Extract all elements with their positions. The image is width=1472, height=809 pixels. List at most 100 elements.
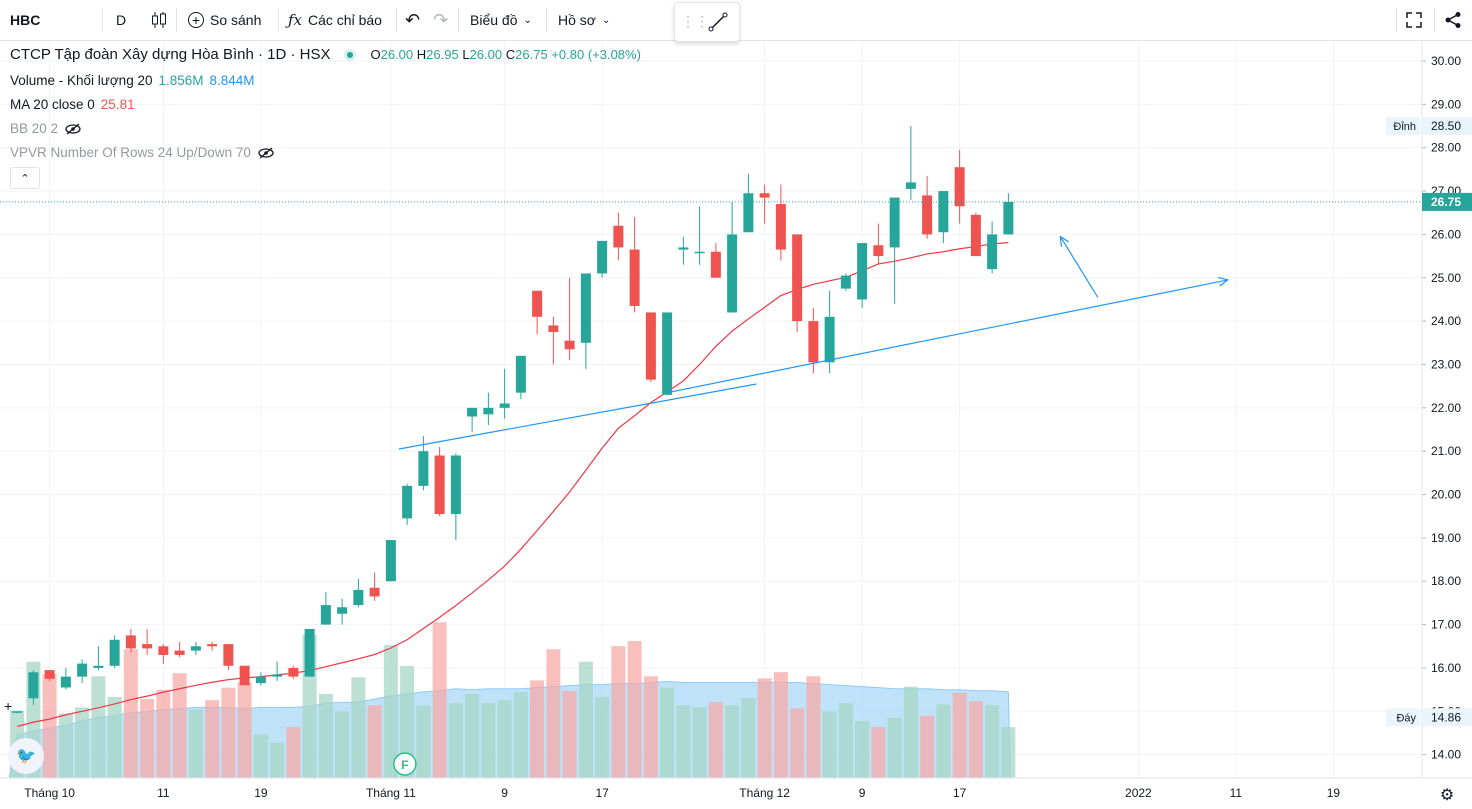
drag-handle-icon[interactable]: ⋮⋮ [681, 13, 709, 29]
volume-bar [741, 698, 756, 778]
interval-button[interactable]: D [116, 12, 127, 28]
price-tick-label: 29.00 [1431, 97, 1461, 111]
volume-bar [432, 622, 447, 778]
chevron-down-icon: ⌄ [601, 14, 611, 26]
price-tick-label: 18.00 [1431, 574, 1461, 588]
candle-body [694, 251, 705, 254]
event-marker-label: F [401, 758, 408, 772]
eye-hidden-icon[interactable] [64, 123, 82, 135]
candle-body [727, 234, 738, 313]
candle-body [255, 676, 266, 684]
share-icon[interactable] [1444, 0, 1462, 40]
vpvr-legend-row[interactable]: VPVR Number Of Rows 24 Up/Down 70 [10, 145, 275, 160]
candle-body [207, 644, 218, 647]
brand-logo-icon[interactable]: 🐦 [8, 738, 44, 774]
candle-body [320, 605, 331, 625]
volume-bar [448, 703, 463, 778]
toolbar-divider [546, 8, 547, 32]
price-tick-label: 28.00 [1431, 141, 1461, 155]
close-value: 26.75 [515, 47, 548, 62]
candle-body [743, 193, 754, 233]
volume-bar [237, 682, 252, 778]
candle-body [613, 225, 624, 248]
volume-bar [530, 680, 545, 778]
volume-bar [692, 707, 707, 778]
fullscreen-icon[interactable] [1405, 0, 1423, 40]
share-nodes-icon [1445, 12, 1461, 28]
volume-bar [643, 676, 658, 778]
change-value: +0.80 (+3.08%) [551, 47, 641, 62]
price-axis[interactable]: 30.0029.0028.0027.0026.0025.0024.0023.00… [1386, 41, 1472, 778]
volume-bar [757, 678, 772, 778]
candle-body [840, 275, 851, 289]
price-tick-label: 30.00 [1431, 54, 1461, 68]
chart-type-button[interactable]: Biểu đồ ⌄ [470, 0, 532, 40]
symbol-title[interactable]: CTCP Tập đoàn Xây dựng Hòa Bình · 1D · H… [10, 46, 331, 63]
price-tick-label: 14.00 [1431, 748, 1461, 762]
volume-bar [286, 727, 301, 778]
volume-bar [887, 717, 902, 778]
profile-button[interactable]: Hồ sơ ⌄ [558, 0, 610, 40]
candle-body [44, 670, 55, 679]
ma-legend-row[interactable]: MA 20 close 0 25.81 [10, 97, 135, 112]
candle-body [792, 234, 803, 322]
candle-body [515, 355, 526, 393]
volume-bar [936, 704, 951, 778]
legend-title-row: CTCP Tập đoàn Xây dựng Hòa Bình · 1D · H… [10, 46, 641, 63]
volume-bar [627, 640, 642, 778]
bb-legend-row[interactable]: BB 20 2 [10, 121, 82, 136]
toolbar-divider [396, 8, 397, 32]
candle-body [938, 191, 949, 233]
candles-icon[interactable] [150, 0, 168, 40]
candle-body [662, 312, 673, 395]
candle-body [710, 251, 721, 278]
time-axis[interactable]: Tháng 10 11 19 Tháng 11 9 17 Tháng 12 9 17 2022 11… [0, 777, 1472, 804]
candle-body [272, 674, 283, 677]
volume-bar [221, 687, 236, 778]
candle-body [597, 240, 608, 274]
toolbar-divider [1396, 8, 1397, 32]
time-tick-label: Tháng 10 [24, 786, 75, 800]
candle-body [369, 587, 380, 597]
event-marker [393, 752, 417, 776]
volume-bar [400, 665, 415, 778]
volume-bar [611, 646, 626, 778]
indicators-button[interactable]: ƒx Các chỉ báo [288, 0, 382, 40]
price-level-name: Đỉnh [1393, 121, 1416, 133]
volume-bar [660, 687, 675, 778]
toolbar-divider [1434, 8, 1435, 32]
volume-bar [42, 674, 57, 778]
volume-bar [335, 711, 350, 778]
volume-bar [205, 700, 220, 778]
compare-button[interactable]: + So sánh [188, 0, 261, 40]
candle-body [987, 234, 998, 270]
eye-hidden-icon[interactable] [257, 147, 275, 159]
candle-body [954, 167, 965, 207]
volume-legend-row[interactable]: Volume - Khối lượng 20 1.856M 8.844M [10, 73, 255, 88]
toolbar-divider [278, 8, 279, 32]
undo-icon[interactable]: ↶ [405, 9, 421, 30]
candlestick-icon [152, 12, 166, 28]
candle-body [499, 403, 510, 408]
volume-bar [497, 700, 512, 778]
collapse-legend-button[interactable]: ⌃ [10, 167, 40, 189]
candle-body [532, 290, 543, 317]
trend-lines[interactable]: F+ [0, 201, 1422, 776]
price-tick-label: 24.00 [1431, 314, 1461, 328]
candle-body [158, 646, 169, 655]
open-label: O [370, 47, 381, 62]
volume-bar [790, 708, 805, 778]
redo-icon[interactable]: ↷ [433, 9, 449, 30]
time-tick-label: Tháng 11 [366, 786, 416, 800]
volume-bar [75, 707, 90, 778]
trend-line-tool-icon[interactable] [707, 11, 729, 38]
volume-bar [140, 699, 155, 778]
symbol-search[interactable]: HBC [10, 12, 41, 28]
candle-body [775, 204, 786, 250]
candle-body [353, 589, 364, 606]
price-tick-label: 17.00 [1431, 618, 1461, 632]
candle-body [402, 485, 413, 519]
settings-gear-icon[interactable]: ⚙ [1440, 787, 1454, 804]
price-tick-label: 21.00 [1431, 444, 1461, 458]
